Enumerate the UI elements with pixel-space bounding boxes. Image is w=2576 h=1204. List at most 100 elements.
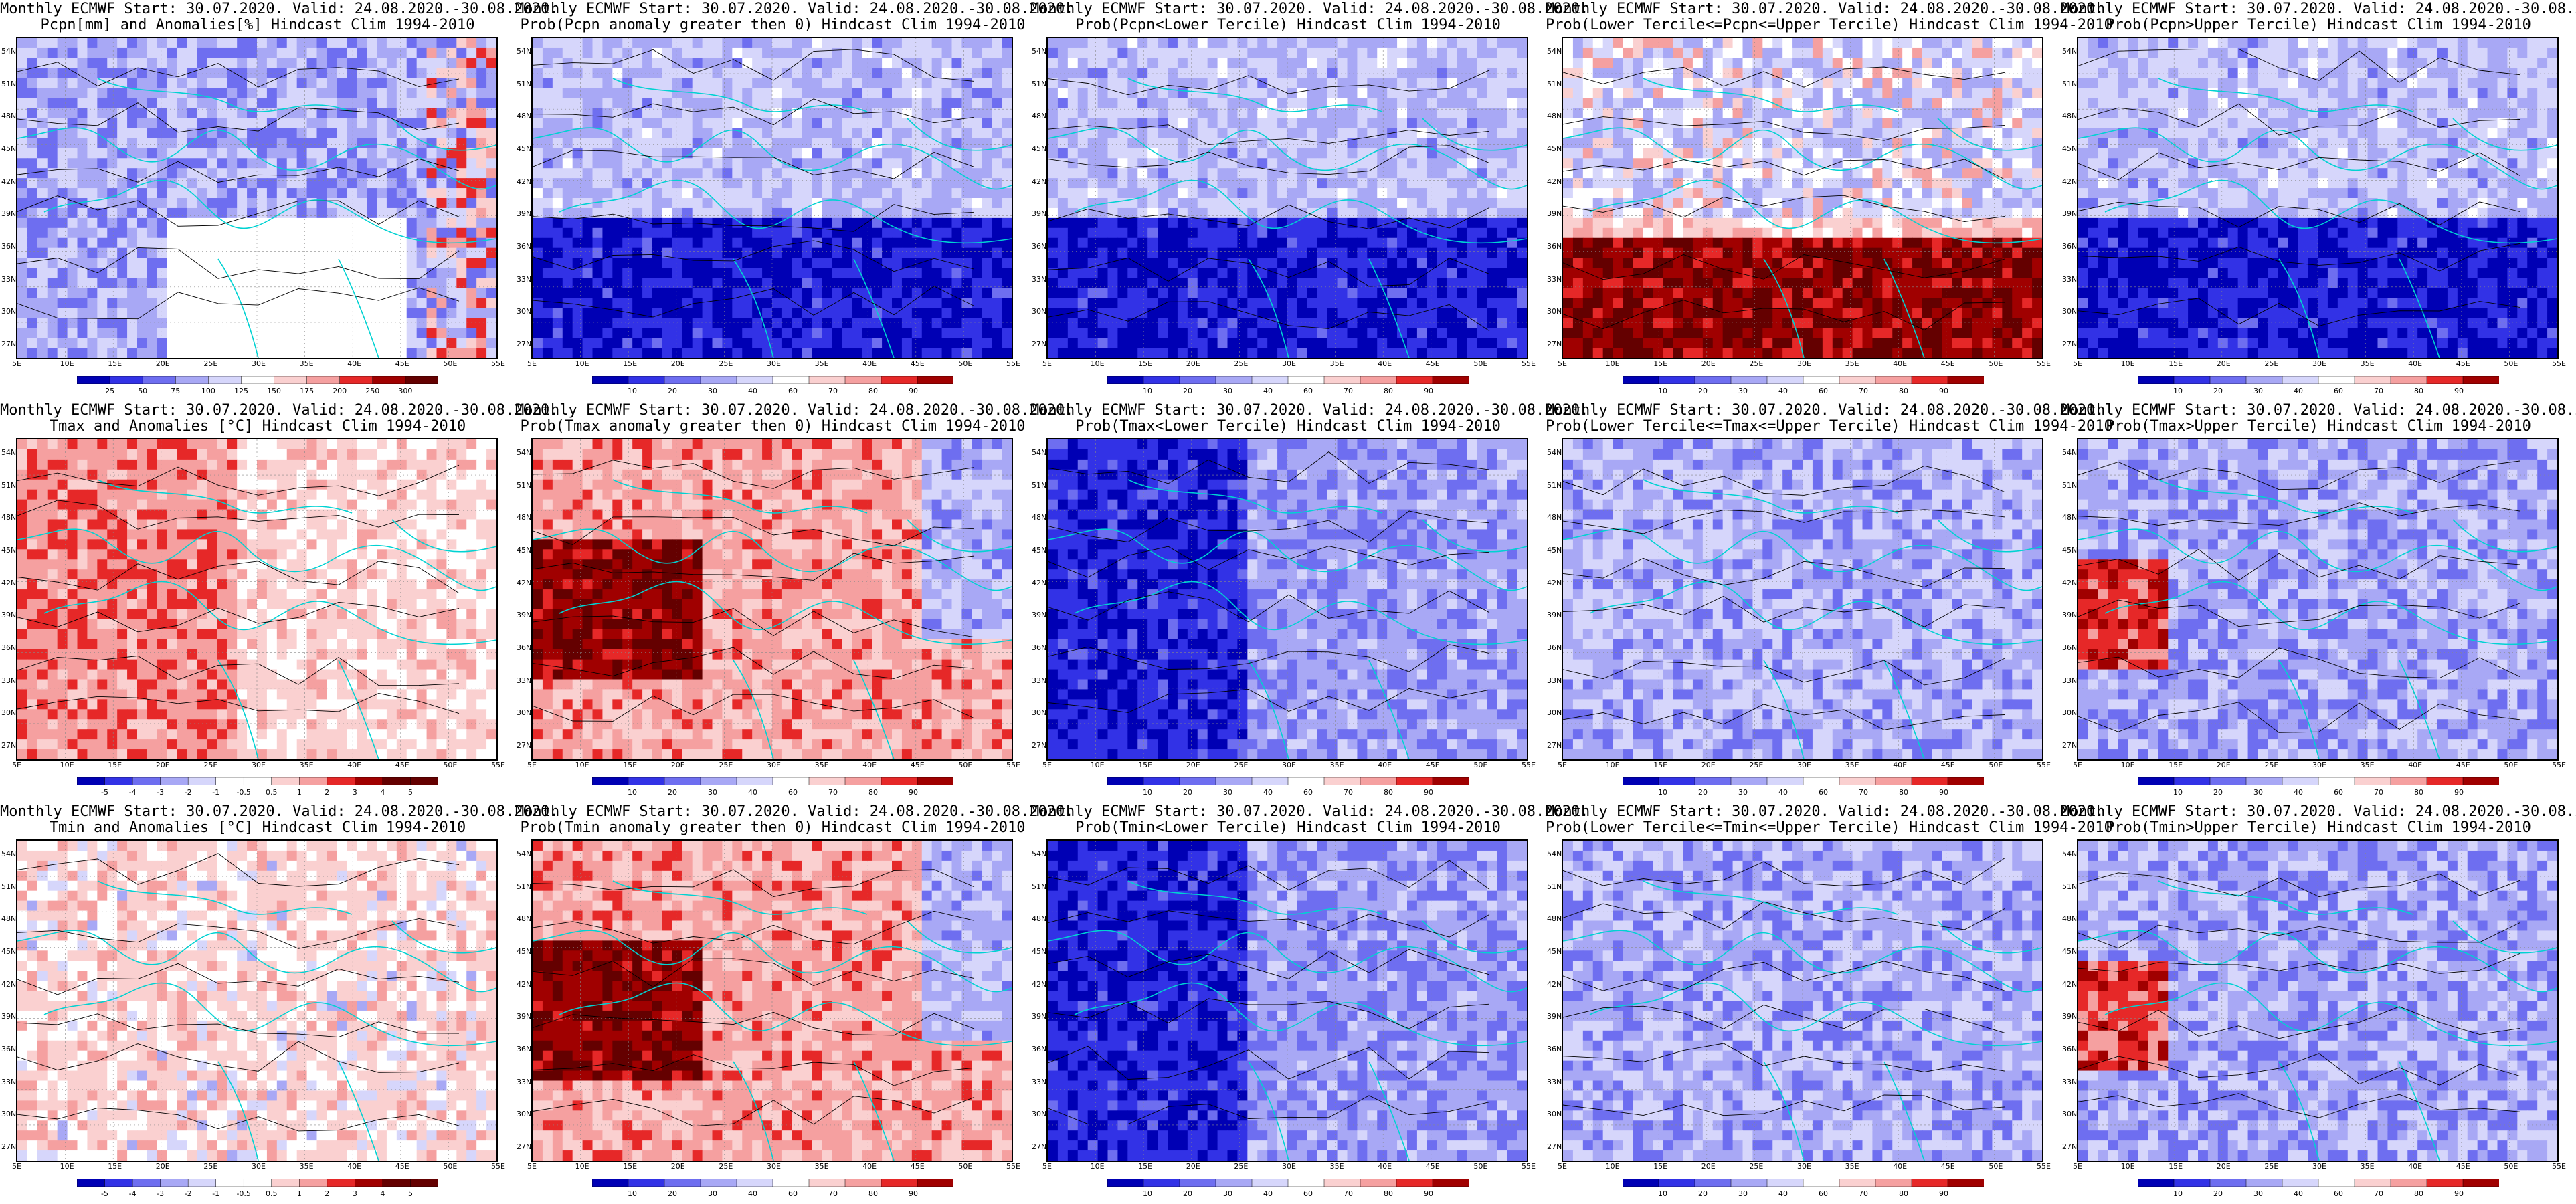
- field-cell: [107, 217, 118, 229]
- field-cell: [702, 278, 713, 289]
- field-cell: [147, 178, 158, 189]
- field-cell: [1347, 227, 1358, 239]
- field-cell: [1467, 308, 1478, 318]
- field-cell: [892, 128, 903, 138]
- field-cell: [406, 217, 418, 229]
- field-cell: [446, 338, 457, 348]
- field-cell: [781, 278, 793, 289]
- field-cell: [642, 227, 653, 239]
- field-cell: [951, 348, 963, 358]
- field-cell: [892, 168, 903, 179]
- field-cell: [642, 58, 653, 69]
- field-cell: [1477, 207, 1487, 219]
- field-cell: [1077, 158, 1089, 169]
- field-cell: [1467, 88, 1478, 99]
- field-cell: [921, 328, 933, 338]
- field-cell: [1257, 168, 1268, 179]
- field-cell: [832, 328, 843, 338]
- field-cell: [1002, 88, 1012, 99]
- field-cell: [1416, 288, 1428, 298]
- field-cell: [1357, 108, 1368, 119]
- field-cell: [47, 237, 58, 249]
- field-cell: [781, 98, 793, 109]
- field-cell: [1416, 198, 1428, 209]
- field-cell: [147, 58, 158, 69]
- field-cell: [762, 207, 773, 219]
- field-cell: [426, 58, 438, 69]
- field-cell: [832, 118, 843, 129]
- field-cell: [167, 108, 178, 119]
- latitude-label: 45N: [1547, 144, 1562, 153]
- field-cell: [1507, 78, 1517, 89]
- field-cell: [1297, 247, 1308, 259]
- field-cell: [872, 268, 883, 279]
- field-cell: [167, 338, 178, 348]
- field-cell: [722, 318, 733, 328]
- field-cell: [1197, 168, 1208, 179]
- field-cell: [1147, 168, 1158, 179]
- field-cell: [316, 268, 328, 279]
- field-cell: [921, 278, 933, 289]
- field-cell: [961, 108, 972, 119]
- field-cell: [951, 78, 963, 89]
- field-cell: [1057, 188, 1069, 199]
- field-cell: [802, 247, 813, 259]
- field-cell: [296, 47, 308, 59]
- field-cell: [542, 128, 553, 138]
- field-cell: [147, 268, 158, 279]
- field-cell: [712, 308, 723, 318]
- field-cell: [652, 278, 663, 289]
- field-cell: [1347, 278, 1358, 289]
- field-cell: [612, 288, 623, 298]
- field-cell: [1002, 328, 1012, 338]
- field-cell: [1158, 298, 1168, 308]
- field-cell: [276, 237, 288, 249]
- field-cell: [951, 128, 963, 138]
- field-cell: [177, 318, 188, 328]
- colorbar-labels: 10 20 30 40 60 70 80 90: [1107, 387, 1469, 396]
- field-cell: [227, 78, 238, 89]
- field-cell: [1227, 237, 1238, 249]
- field-cell: [97, 88, 108, 99]
- field-cell: [582, 158, 593, 169]
- field-cell: [77, 328, 88, 338]
- field-cell: [296, 278, 308, 289]
- field-cell: [1307, 278, 1318, 289]
- field-cell: [802, 288, 813, 298]
- field-cell: [1487, 268, 1497, 279]
- field-cell: [446, 38, 457, 49]
- field-cell: [901, 168, 913, 179]
- field-cell: [426, 98, 438, 109]
- field-cell: [1277, 138, 1288, 148]
- field-cell: [872, 68, 883, 79]
- longitude-label: 15E: [108, 359, 122, 368]
- field-cell: [1497, 318, 1507, 328]
- field-cell: [327, 207, 337, 219]
- field-cell: [1347, 148, 1358, 159]
- field-cell: [1497, 68, 1507, 79]
- field-cell: [396, 258, 407, 269]
- field-cell: [296, 338, 308, 348]
- field-cell: [1087, 158, 1099, 169]
- field-cell: [1416, 207, 1428, 219]
- field-cell: [1002, 207, 1012, 219]
- field-cell: [702, 258, 713, 269]
- field-cell: [1317, 288, 1328, 298]
- field-cell: [992, 128, 1002, 138]
- longitude-label: 25E: [1234, 359, 1248, 368]
- field-cell: [852, 308, 862, 318]
- field-cell: [533, 98, 543, 109]
- field-cell: [1267, 128, 1278, 138]
- field-cell: [357, 108, 367, 119]
- field-cell: [1942, 58, 1953, 69]
- field-cell: [1337, 227, 1348, 239]
- field-cell: [237, 278, 248, 289]
- field-cell: [117, 308, 128, 318]
- field-cell: [1337, 148, 1348, 159]
- field-cell: [286, 237, 298, 249]
- field-cell: [742, 207, 753, 219]
- field-cell: [1087, 98, 1099, 109]
- field-cell: [1257, 288, 1268, 298]
- field-cell: [1427, 78, 1438, 89]
- field-cell: [296, 237, 308, 249]
